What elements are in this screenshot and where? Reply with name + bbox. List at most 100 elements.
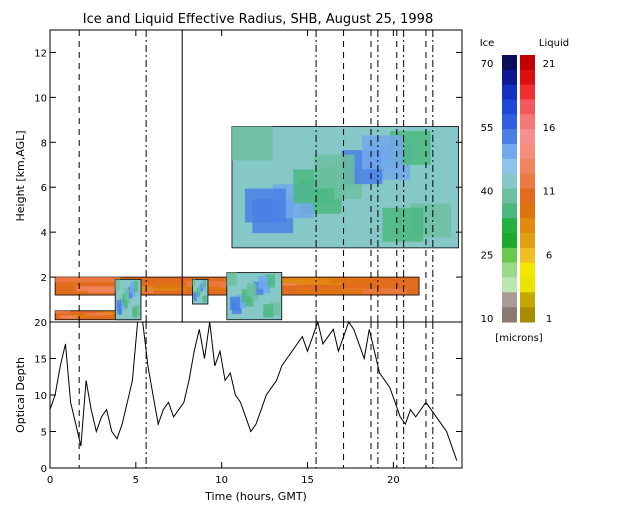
time-tick-label: 10: [215, 475, 228, 486]
optical-depth-panel: 0 5 10 15 20 0 5 10 15 20 Optical Depth Time (ho…: [14, 30, 463, 503]
region-patch: [195, 291, 199, 298]
time-tick-label: 15: [301, 475, 314, 486]
colorbar-ice-swatch: [502, 203, 517, 219]
region-patch: [244, 188, 286, 223]
region-texture-low-ice-column-3: [226, 272, 280, 318]
colorbar-ice-swatch: [502, 55, 517, 71]
region-patch: [115, 279, 120, 291]
colorbar-liquid-scale: [520, 55, 535, 323]
region-patch: [198, 285, 201, 292]
region-patch: [231, 126, 273, 161]
region-patch: [313, 154, 355, 189]
region-patch: [341, 288, 408, 294]
colorbar-liquid-swatch: [520, 247, 535, 264]
region-patch: [133, 280, 138, 293]
colorbar-liquid-swatch: [520, 129, 535, 145]
optical-depth-tick-label: 5: [41, 428, 47, 439]
optical-depth-tick-label: 15: [34, 355, 47, 366]
region-patch: [95, 312, 111, 316]
colorbar-ice-swatch: [502, 262, 517, 278]
colorbar-liquid-swatch: [520, 277, 535, 293]
colorbar-ice-swatch: [502, 218, 517, 234]
region-patch: [103, 311, 119, 314]
optical-depth-series: [49, 320, 458, 461]
colorbar-ice-scale: [502, 55, 517, 323]
region-patch: [193, 291, 197, 299]
colorbar-liquid-swatch: [520, 188, 535, 204]
colorbar-liquid-swatch: [520, 203, 535, 219]
time-tick-label: 0: [47, 475, 53, 486]
colorbar-liquid-tick: 16: [543, 123, 556, 134]
colorbar-ice-swatch: [502, 129, 517, 145]
colorbar-liquid-tick: 1: [546, 314, 552, 325]
region-patch: [135, 304, 141, 317]
height-axis-label: Height [km,AGL]: [14, 130, 27, 221]
colorbar-ice-tick: 10: [481, 314, 494, 325]
colorbar-liquid-label: Liquid: [539, 38, 569, 49]
region-patch: [201, 281, 205, 289]
region-patch: [124, 288, 130, 300]
region-patch: [153, 283, 220, 289]
region-patch: [296, 289, 363, 295]
region-patch: [55, 310, 71, 314]
region-patch: [253, 281, 264, 295]
colorbar-liquid-swatch: [520, 158, 535, 175]
time-axis-ticks: 0 5 10 15 20: [47, 30, 400, 486]
height-tick-label: 10: [34, 93, 47, 104]
region-patch: [196, 288, 200, 295]
colorbar-ice-label: Ice: [480, 38, 495, 49]
colorbar-ice-tick: 40: [481, 187, 494, 198]
region-patch: [132, 306, 137, 318]
colorbar-liquid-swatch: [520, 114, 535, 130]
time-axis-label: Time (hours, GMT): [204, 490, 307, 503]
colorbar-liquid-swatch: [520, 84, 535, 100]
colorbar-liquid-swatch: [520, 173, 535, 189]
optical-depth-axis-label: Optical Depth: [14, 357, 27, 433]
colorbar-ice-swatch: [502, 307, 517, 323]
region-patch: [202, 295, 206, 303]
region-patch: [192, 279, 196, 287]
colorbar-liquid-swatch: [520, 233, 535, 249]
time-tick-label: 20: [387, 475, 400, 486]
region-patch: [127, 287, 133, 299]
colorbar-units: [microns]: [495, 333, 542, 344]
colorbar-ice-swatch: [502, 114, 517, 130]
colorbar-ice-swatch: [502, 69, 517, 86]
region-texture-low-ice-column-1: [115, 279, 141, 318]
region-patch: [77, 313, 94, 317]
colorbar-liquid-swatch: [520, 262, 535, 278]
colorbar-ice-swatch: [502, 99, 517, 115]
region-patch: [263, 304, 274, 318]
height-tick-label: 12: [34, 48, 47, 59]
region-patch: [382, 207, 424, 242]
height-axis-ticks: 2 4 6 8 10 12: [34, 48, 462, 284]
region-patch: [85, 312, 101, 316]
region-patch: [264, 278, 330, 284]
region-patch: [119, 298, 125, 310]
colorbar-ticks: 70 21 55 16 40 11 25 6 10 1: [481, 59, 556, 325]
region-patch: [116, 299, 122, 312]
region-patch: [308, 277, 375, 283]
optical-depth-axis-ticks: 0 5 10 15 20: [34, 318, 462, 475]
colorbar-ice-swatch: [502, 277, 517, 293]
time-tick-label: 5: [133, 475, 139, 486]
colorbar-ice-tick: 55: [481, 123, 494, 134]
colorbar-ice-swatch: [502, 188, 517, 204]
event-lines: [78, 322, 434, 468]
bottom-plot-frame: [49, 321, 463, 469]
height-tick-label: 2: [41, 273, 47, 284]
optical-depth-tick-label: 10: [34, 391, 47, 402]
colorbar-liquid-swatch: [520, 69, 535, 86]
colorbar-liquid-tick: 6: [546, 250, 552, 261]
region-patch: [246, 283, 257, 297]
region-patch: [130, 282, 135, 294]
colorbar-ice-tick: 70: [481, 59, 494, 70]
optical-depth-tick-label: 20: [34, 318, 47, 329]
region-patch: [265, 274, 275, 288]
region-patch: [241, 289, 252, 303]
colorbar-liquid-swatch: [520, 307, 535, 323]
colorbar: Ice Liquid 70 21 55 16 40 11 25 6 10 1 [microns]: [480, 38, 569, 344]
event-lines: [78, 30, 434, 322]
region-texture-low-ice-column-2: [192, 279, 208, 303]
